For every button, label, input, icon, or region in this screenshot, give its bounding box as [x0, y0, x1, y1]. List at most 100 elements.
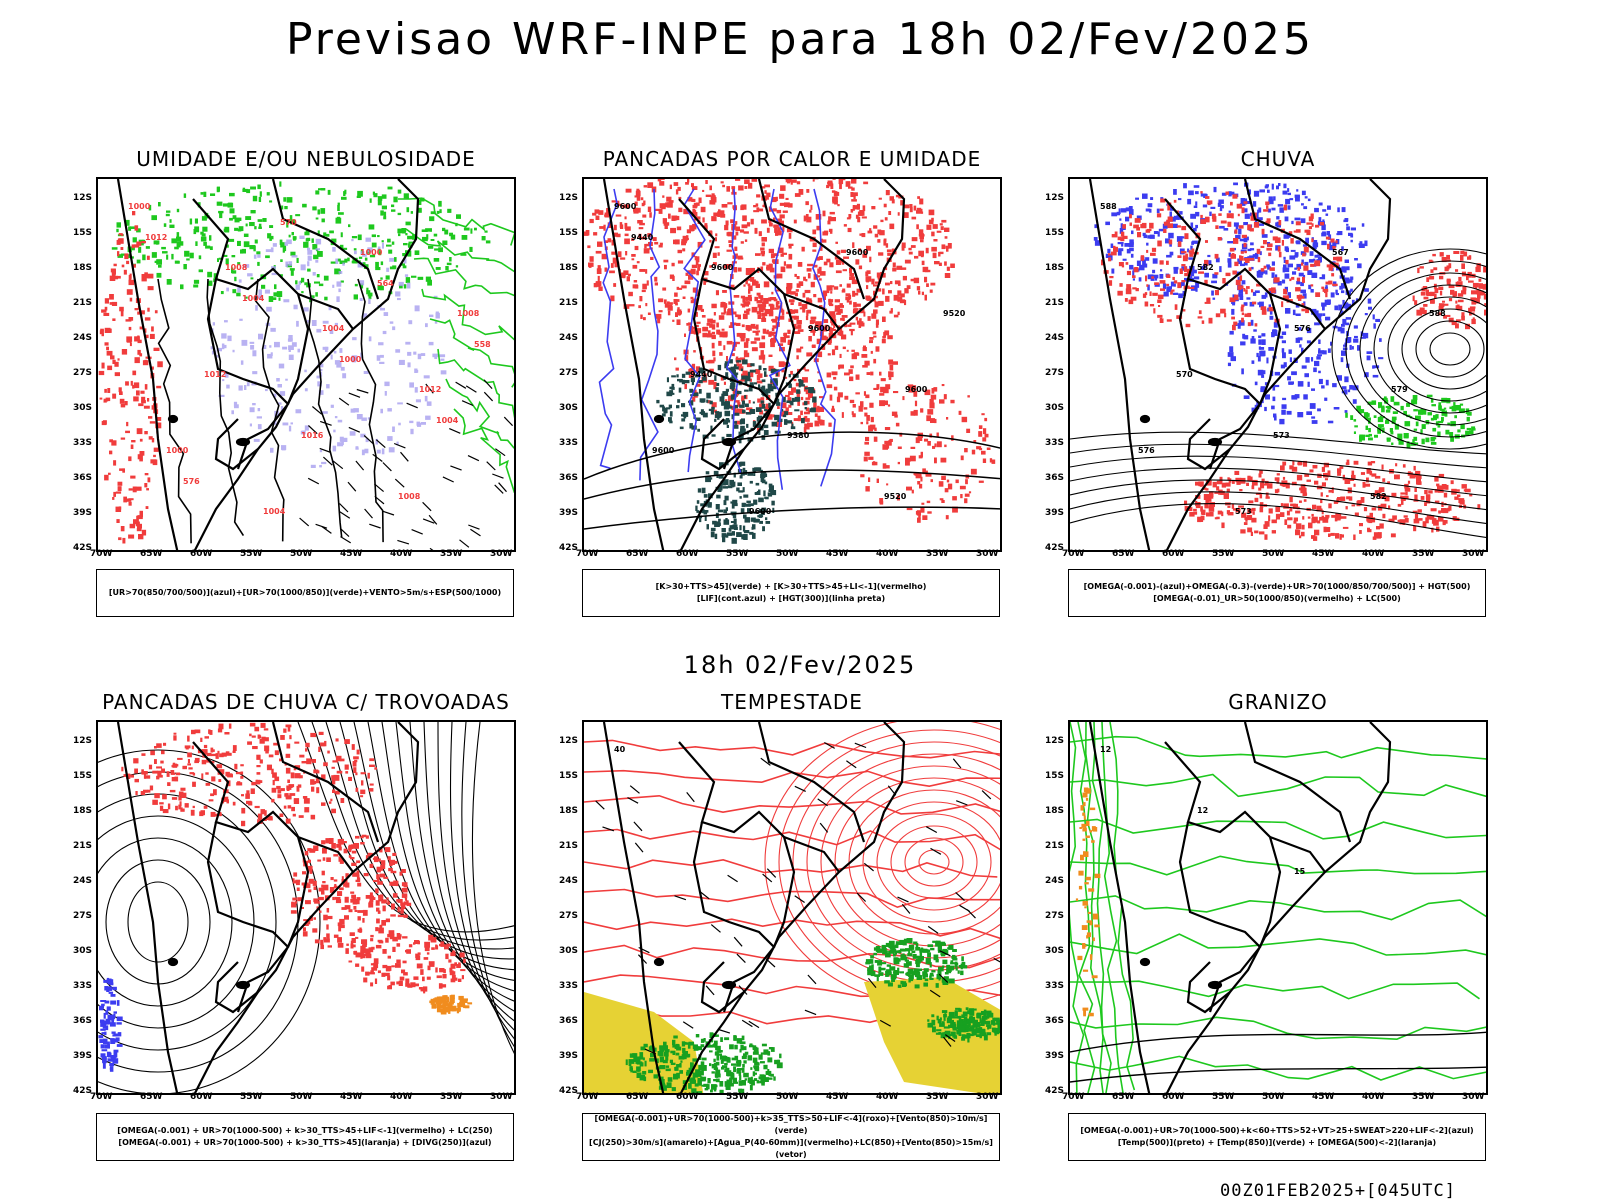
contour-label: 567 — [1332, 248, 1349, 257]
country-borders — [118, 722, 418, 1095]
lat-tick-label: 27S — [66, 368, 92, 378]
lat-tick-label: 42S — [1038, 543, 1064, 553]
contour-label: 40 — [614, 745, 626, 754]
lc850-contour — [584, 890, 1002, 908]
panel-title: TEMPESTADE — [582, 690, 1002, 714]
lat-tick-label: 39S — [1038, 1051, 1064, 1061]
contour-label: 1008 — [398, 492, 421, 501]
temp850-contour — [1070, 775, 1488, 801]
lon-tick-label: 55W — [240, 1092, 262, 1102]
lat-tick-label: 36S — [552, 1016, 578, 1026]
temp850-contour — [1070, 722, 1084, 1095]
contour-label: 1000 — [360, 248, 383, 257]
temp850-contour — [1070, 934, 1488, 957]
lon-tick-label: 55W — [1212, 549, 1234, 559]
panel-title: PANCADAS DE CHUVA C/ TROVOADAS — [96, 690, 516, 714]
red-instability-area — [860, 384, 995, 523]
lon-tick-label: 40W — [1362, 1092, 1384, 1102]
temp850-contour — [1070, 896, 1488, 920]
lat-tick-label: 39S — [1038, 508, 1064, 518]
lat-tick-label: 30S — [66, 946, 92, 956]
contour-label: 570 — [280, 218, 297, 227]
legend-line: [OMEGA(-0.01)_UR>50(1000/850)(vermelho) … — [1069, 593, 1485, 605]
legend-line: [OMEGA(-0.001)-(azul)+OMEGA(-0.3)-(verde… — [1069, 581, 1485, 593]
red-omega-area — [1413, 251, 1488, 330]
lat-tick-label: 27S — [1038, 911, 1064, 921]
lat-tick-label: 18S — [552, 806, 578, 816]
streamline-gyre — [98, 838, 232, 1006]
run-info-footer: 00Z01FEB2025+[045UTC] — [1220, 1181, 1456, 1201]
lat-tick-label: 39S — [552, 1051, 578, 1061]
lat-tick-label: 21S — [1038, 841, 1064, 851]
hgt-contour — [584, 507, 1002, 529]
lat-tick-label: 15S — [66, 228, 92, 238]
lat-tick-label: 21S — [552, 298, 578, 308]
lon-tick-label: 30W — [976, 549, 998, 559]
contour-labels: 40 — [614, 745, 626, 754]
lon-tick-label: 45W — [340, 549, 362, 559]
lon-tick-label: 30W — [490, 1092, 512, 1102]
temp850-contour — [1102, 722, 1123, 1095]
contour-label: 1012 — [204, 370, 226, 379]
lat-tick-label: 27S — [1038, 368, 1064, 378]
streamline-gyre — [98, 816, 254, 1028]
blue-omega-area — [1228, 251, 1384, 424]
contour-label: 9600 — [652, 446, 675, 455]
lat-tick-label: 42S — [552, 543, 578, 553]
map-panel — [96, 720, 516, 1095]
lon-tick-label: 45W — [826, 1092, 848, 1102]
lat-tick-label: 33S — [66, 981, 92, 991]
streamline-gyre — [98, 794, 276, 1050]
lon-tick-label: 40W — [1362, 549, 1384, 559]
contour-label: 588 — [1100, 202, 1117, 211]
contour-label: 1004 — [263, 507, 286, 516]
contour-labels: 9600960096009600960096009600952094409380… — [614, 202, 966, 516]
contour-label: 576 — [1294, 324, 1311, 333]
green-humidity-area — [112, 181, 491, 302]
legend-box: [UR>70(850/700/500)](azul)+[UR>70(1000/8… — [96, 569, 514, 617]
lon-tick-label: 30W — [976, 1092, 998, 1102]
lat-tick-label: 18S — [66, 806, 92, 816]
lon-tick-label: 50W — [290, 549, 312, 559]
lat-tick-label: 12S — [552, 736, 578, 746]
lc850-contour — [919, 850, 949, 874]
contour-label: 12 — [1197, 806, 1208, 815]
pressure-contour — [308, 279, 342, 537]
legend-box: [K>30+TTS>45](verde) + [K>30+TTS>45+LI<-… — [582, 569, 1000, 617]
legend-line: [Temp(500)](preto) + [Temp(850)](verde) … — [1069, 1137, 1485, 1149]
legend-line: [OMEGA(-0.001) + UR>70(1000-500) + k>30_… — [97, 1137, 513, 1149]
contour-label: 1012 — [419, 385, 441, 394]
lat-tick-label: 36S — [1038, 1016, 1064, 1026]
lat-tick-label: 42S — [66, 543, 92, 553]
contour-label: 582 — [1197, 263, 1214, 272]
lat-tick-label: 24S — [66, 876, 92, 886]
lon-tick-label: 70W — [90, 549, 112, 559]
lon-tick-label: 60W — [676, 1092, 698, 1102]
contour-label: 558 — [474, 340, 491, 349]
lon-tick-label: 65W — [1112, 549, 1134, 559]
contour-label: 9380 — [787, 431, 810, 440]
lon-tick-label: 40W — [390, 549, 412, 559]
lon-tick-label: 60W — [190, 549, 212, 559]
lat-tick-label: 24S — [66, 333, 92, 343]
contour-label: 573 — [1273, 431, 1290, 440]
contour-label: 1016 — [301, 431, 324, 440]
contour-label: 582 — [1370, 492, 1387, 501]
lif-contour — [727, 189, 741, 473]
lat-tick-label: 42S — [1038, 1086, 1064, 1096]
lat-tick-label: 42S — [552, 1086, 578, 1096]
temp850-contour — [1093, 722, 1112, 1095]
lat-tick-label: 36S — [66, 473, 92, 483]
lat-tick-label: 33S — [1038, 438, 1064, 448]
lif-contour — [600, 189, 618, 468]
contour-label: 576 — [1138, 446, 1155, 455]
lat-tick-label: 27S — [66, 911, 92, 921]
panel-title: PANCADAS POR CALOR E UMIDADE — [582, 147, 1002, 171]
green-contour — [446, 379, 514, 448]
lc850-contour — [905, 838, 963, 886]
contour-label: 9600 — [905, 385, 928, 394]
temp850-contour — [1070, 737, 1488, 760]
streamline-gyre — [106, 860, 210, 984]
